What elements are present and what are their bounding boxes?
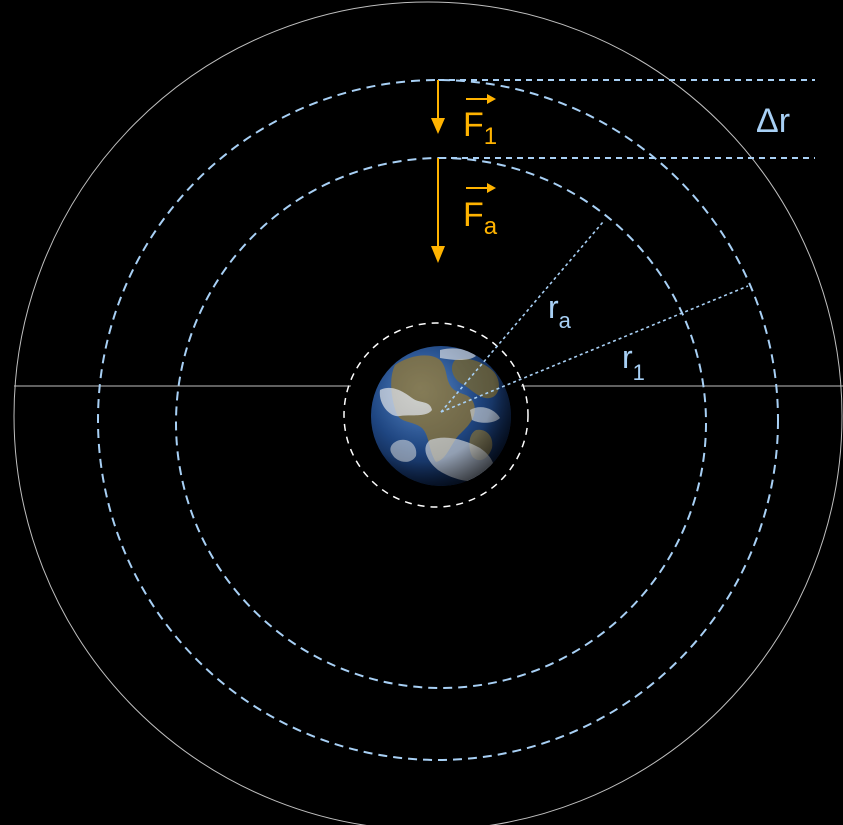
label-radius-1-sub: 1 [633, 360, 645, 385]
label-force-a-sub: a [484, 213, 498, 240]
label-radius-a: ra [548, 289, 572, 333]
label-force-a-base: F [463, 196, 484, 234]
vector-arrow-fa [466, 183, 496, 193]
label-force-1: F1 [463, 106, 497, 150]
radius-line-ra [440, 221, 604, 413]
force-arrow-f1 [431, 80, 445, 134]
label-force-a: Fa [463, 196, 498, 240]
label-radius-1: r1 [622, 339, 645, 385]
radius-line-r1 [440, 285, 749, 413]
force-arrow-fa [431, 158, 445, 263]
earth-halo-ring [343, 322, 529, 508]
orbit-r1-dashed [97, 79, 779, 761]
label-radius-1-base: r [622, 339, 633, 375]
label-force-1-base: F [463, 106, 484, 144]
label-radius-a-sub: a [559, 308, 572, 333]
earth-globe-icon [371, 346, 511, 486]
label-radius-a-base: r [548, 289, 559, 325]
outer-boundary-circle [13, 1, 843, 825]
vector-arrow-f1 [466, 94, 496, 104]
label-force-1-sub: 1 [484, 123, 497, 150]
label-delta-r: Δr [756, 102, 790, 140]
